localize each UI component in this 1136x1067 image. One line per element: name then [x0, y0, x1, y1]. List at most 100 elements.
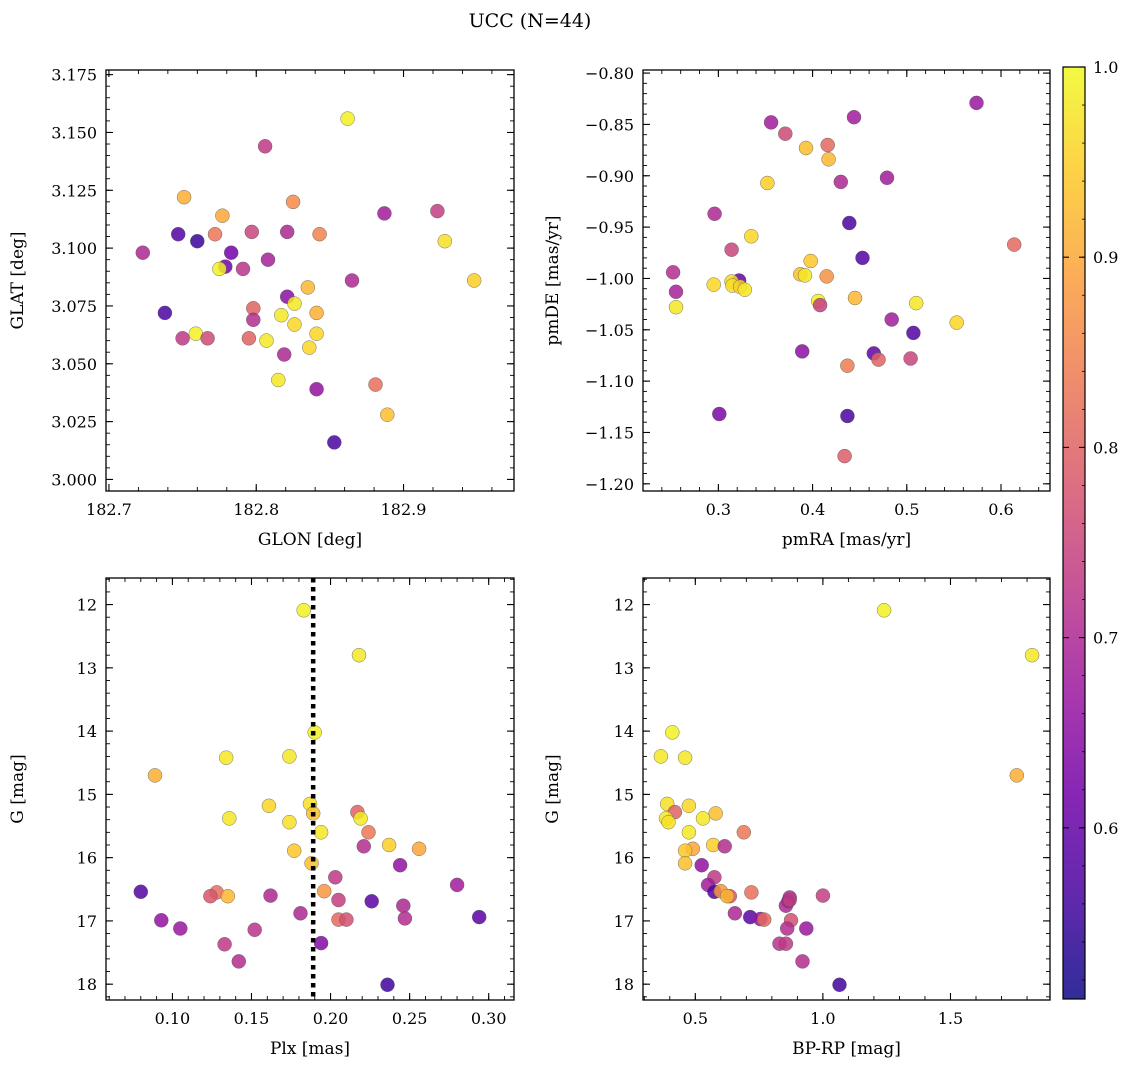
data-point [133, 884, 149, 899]
data-point [380, 407, 395, 422]
data-point [724, 242, 739, 257]
data-point [795, 344, 810, 359]
data-point [353, 811, 368, 826]
data-point [803, 253, 818, 269]
data-point [694, 858, 709, 873]
data-point [282, 815, 297, 830]
y-tick-label: −0.95 [585, 218, 634, 237]
data-point [1024, 648, 1040, 663]
data-point [798, 140, 814, 156]
data-point [190, 233, 205, 249]
data-point [707, 206, 722, 222]
data-point [244, 224, 260, 240]
data-point [879, 170, 895, 186]
data-point [296, 603, 311, 618]
data-point [782, 892, 797, 908]
data-point [287, 296, 302, 311]
data-point [668, 284, 684, 299]
data-point [837, 448, 852, 464]
y-tick-label: 15 [614, 785, 634, 804]
data-point [906, 325, 921, 341]
y-tick-label: −0.80 [585, 64, 634, 83]
data-point [855, 250, 870, 266]
data-point [207, 226, 223, 242]
data-point [871, 352, 886, 367]
data-point [309, 305, 324, 321]
data-point [223, 245, 239, 260]
data-point [833, 174, 848, 190]
data-point [154, 913, 169, 928]
data-point [681, 825, 697, 840]
data-point [472, 909, 487, 925]
data-point [157, 305, 173, 321]
data-point [328, 870, 343, 885]
data-point [842, 215, 857, 231]
y-tick-label: −1.10 [585, 372, 634, 391]
y-axis-label: G [mag] [543, 754, 563, 823]
y-tick-label: 16 [77, 849, 97, 868]
data-point [832, 977, 847, 992]
y-tick-label: −1.05 [585, 321, 634, 340]
y-tick-label: 3.175 [51, 66, 97, 85]
data-point [653, 749, 669, 764]
data-point [969, 95, 984, 111]
data-point [795, 954, 810, 969]
data-point [381, 837, 397, 853]
data-point [430, 203, 445, 219]
data-point [706, 277, 721, 292]
data-point [708, 806, 723, 821]
x-tick-label: 0.15 [234, 1009, 270, 1028]
data-point [695, 811, 711, 826]
data-point [176, 189, 192, 205]
y-tick-label: 17 [77, 912, 97, 931]
data-point [356, 839, 371, 854]
y-tick-label: 3.050 [51, 355, 97, 374]
data-point [287, 317, 302, 332]
data-point [411, 841, 427, 856]
colorbar-tick-label: 0.7 [1093, 629, 1118, 648]
data-point [280, 224, 295, 240]
data-point [261, 798, 277, 813]
data-point [340, 111, 355, 126]
data-point [744, 885, 759, 900]
data-point [331, 892, 346, 908]
data-point [327, 435, 342, 450]
data-point [727, 906, 743, 921]
data-point [203, 889, 218, 904]
data-point [778, 126, 793, 141]
y-tick-label: 14 [614, 722, 634, 741]
data-point [757, 912, 772, 927]
y-tick-label: 3.000 [51, 470, 97, 489]
data-point [763, 115, 779, 130]
y-tick-label: −1.00 [585, 269, 634, 288]
data-point [259, 333, 274, 348]
data-point [222, 811, 237, 826]
data-point [271, 372, 286, 388]
data-point [392, 858, 408, 873]
data-point [200, 331, 215, 346]
axes-frame [105, 577, 515, 1001]
axes-frame [105, 69, 515, 492]
data-point [351, 648, 367, 663]
data-point [313, 825, 329, 840]
data-point [712, 406, 727, 422]
figure-title: UCC (N=44) [469, 10, 592, 32]
y-tick-label: 3.075 [51, 297, 97, 316]
data-point [840, 408, 855, 424]
data-point [313, 935, 329, 951]
axes-frame [642, 69, 1051, 492]
data-point [1007, 237, 1022, 252]
data-point [720, 889, 735, 904]
data-point [263, 888, 278, 903]
data-point [778, 936, 794, 951]
y-tick-label: 3.025 [51, 413, 97, 432]
y-axis-label: pmDE [mas/yr] [543, 215, 563, 345]
data-point [246, 312, 261, 327]
data-point [949, 315, 964, 330]
x-tick-label: 1.0 [810, 1009, 835, 1028]
x-tick-label: 1.5 [938, 1009, 963, 1028]
data-point [449, 877, 465, 893]
data-point [344, 273, 360, 288]
data-point [364, 894, 379, 909]
data-point [760, 175, 775, 191]
